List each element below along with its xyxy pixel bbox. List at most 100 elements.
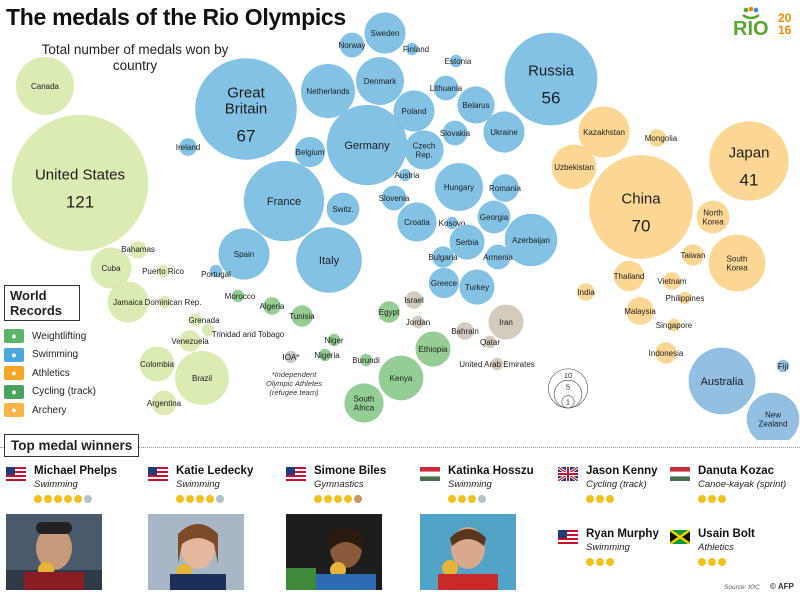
country-bubble-russia: Russia 56 — [504, 32, 598, 126]
gold-medal-icon — [314, 495, 322, 503]
country-label: Brazil — [192, 374, 212, 383]
country-bubble-bahamas: Bahamas — [121, 241, 155, 259]
athlete-sport: Swimming — [34, 479, 78, 490]
country-label: Slovakia — [440, 129, 471, 138]
usa-flag-icon — [148, 467, 168, 481]
country-bubble-denmark: Denmark — [355, 56, 405, 106]
athlete-name: Jason Kenny — [586, 465, 658, 477]
country-label: United Arab Emirates — [459, 360, 535, 369]
country-bubble-turkey: Turkey — [459, 269, 495, 305]
country-label: Hungary — [444, 183, 474, 192]
country-bubble-dominican-rep-: Dominican Rep. — [145, 295, 202, 309]
size-legend-label: 10 — [564, 371, 572, 380]
country-label: Venezuela — [171, 337, 209, 346]
country-medal-count: 67 — [237, 126, 256, 145]
country-bubble-ethiopia: Ethiopia — [415, 331, 451, 367]
athlete-medals — [698, 558, 726, 568]
gold-medal-icon — [458, 495, 466, 503]
gold-medal-icon — [698, 495, 706, 503]
country-bubble-mongolia: Mongolia — [645, 129, 678, 147]
country-label: Thailand — [614, 272, 645, 281]
athlete-medals — [176, 495, 224, 505]
archery-icon: ● — [4, 403, 24, 418]
gold-medal-icon — [448, 495, 456, 503]
gold-medal-icon — [708, 495, 716, 503]
country-bubble-india: India — [577, 283, 595, 301]
athletics-icon: ● — [4, 366, 24, 381]
country-bubble-ukraine: Ukraine — [483, 111, 525, 153]
country-bubble-canada: Canada — [15, 56, 75, 116]
country-bubble-switz-: Switz. — [326, 192, 360, 226]
country-label: Dominican Rep. — [145, 298, 202, 307]
country-label: Tunisia — [289, 312, 315, 321]
country-bubble-germany: Germany — [326, 104, 408, 186]
usa-flag-icon — [6, 467, 26, 481]
country-bubble-niger: Niger — [324, 333, 344, 347]
country-label: Ethiopia — [419, 345, 448, 354]
silver-medal-icon — [478, 495, 486, 503]
country-label: South — [727, 254, 748, 263]
legend-label: Athletics — [32, 367, 70, 379]
weightlifting-icon: ● — [4, 329, 24, 344]
country-bubble-brazil: Brazil — [174, 350, 230, 406]
country-label: Switz. — [332, 205, 353, 214]
country-medal-count: 56 — [542, 88, 561, 107]
country-label: Finland — [403, 45, 429, 54]
athlete-name: Katinka Hosszu — [448, 465, 534, 477]
country-bubble-qatar: Qatar — [480, 335, 500, 349]
country-bubble-argentina: Argentina — [147, 390, 182, 416]
country-label: Mongolia — [645, 134, 678, 143]
photo-biles — [286, 514, 382, 590]
logo-figures-icon — [742, 6, 760, 20]
athlete-sport: Athletics — [698, 542, 734, 553]
country-label: Ukraine — [490, 128, 518, 137]
hungary-flag-icon — [420, 467, 440, 481]
usa-flag-icon — [558, 530, 578, 544]
country-label: Rep. — [416, 150, 433, 159]
country-label: South — [354, 394, 375, 403]
country-bubble-france: France — [243, 160, 325, 242]
gold-medal-icon — [586, 558, 594, 566]
country-label: Slovenia — [379, 194, 410, 203]
country-bubble-lithuania: Lithuania — [430, 75, 463, 101]
country-label: Singapore — [656, 321, 693, 330]
country-bubble-azerbaijan: Azerbaijan — [504, 213, 558, 267]
country-label: Argentina — [147, 399, 182, 408]
country-label: Korea — [726, 263, 748, 272]
country-bubble-burundi: Burundi — [352, 353, 380, 367]
country-bubble-austria: Austria — [395, 168, 420, 182]
country-bubble-spain: Spain — [218, 228, 270, 280]
country-label: Trinidad and Tobago — [212, 330, 285, 339]
gold-medal-icon — [64, 495, 72, 503]
country-bubble-philippines: Philippines — [666, 291, 705, 305]
athlete-sport: Gymnastics — [314, 479, 364, 490]
world-records-legend: World Records ● Weightlifting ● Swimming ● At… — [4, 285, 154, 420]
country-label: Kosovo — [439, 219, 466, 228]
country-label: Taiwan — [681, 251, 706, 260]
athlete-name: Katie Ledecky — [176, 465, 254, 477]
country-label: Philippines — [666, 294, 705, 303]
jamaica-flag-icon — [669, 529, 691, 545]
country-bubble-georgia: Georgia — [477, 200, 511, 234]
country-label: Netherlands — [306, 87, 349, 96]
gold-medal-icon — [74, 495, 82, 503]
country-bubble-poland: Poland — [393, 90, 435, 132]
size-legend-label: 1 — [566, 398, 570, 407]
logo-text: RIO — [733, 18, 769, 40]
country-bubble-kazakhstan: Kazakhstan — [578, 106, 630, 158]
country-label: Georgia — [480, 213, 509, 222]
country-label: Israel — [404, 296, 424, 305]
country-bubble-australia: Australia — [688, 347, 756, 415]
country-bubble-algeria: Algeria — [260, 297, 285, 315]
country-label: IOA* — [283, 353, 300, 362]
legend-item-athletics: ● Athletics — [4, 364, 154, 383]
country-bubble-belarus: Belarus — [457, 86, 495, 124]
athlete-medals — [314, 495, 362, 505]
country-label: Bahrain — [451, 327, 479, 336]
country-label: Nigeria — [314, 351, 340, 360]
bronze-medal-icon — [354, 495, 362, 503]
country-label: Kenya — [390, 374, 413, 383]
